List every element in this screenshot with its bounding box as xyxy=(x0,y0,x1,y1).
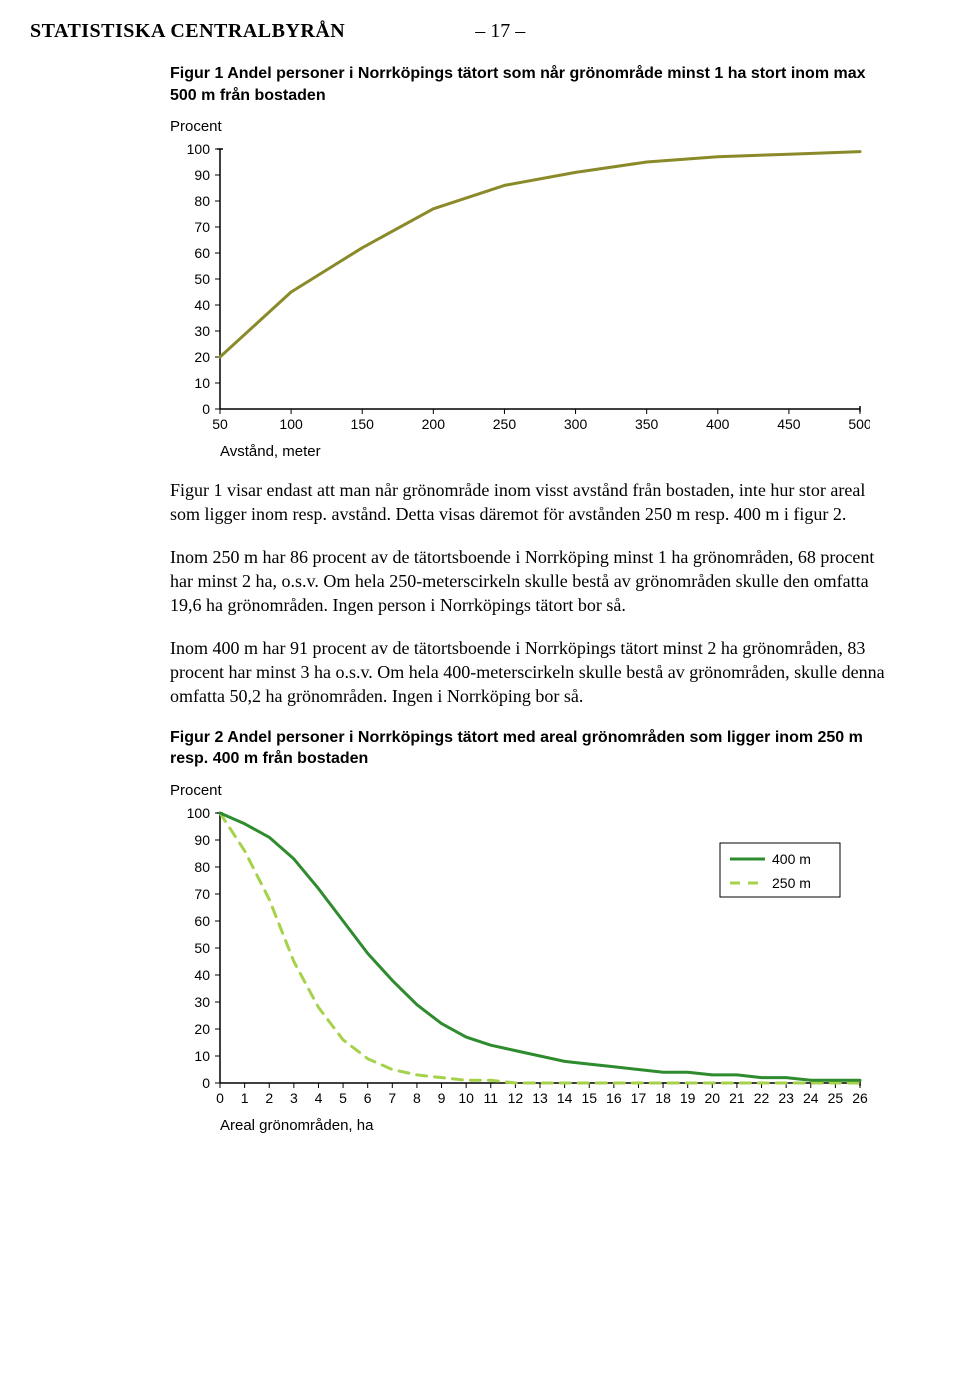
svg-text:10: 10 xyxy=(194,375,210,391)
figure2-x-title: Areal grönområden, ha xyxy=(220,1117,890,1134)
figure1-y-title: Procent xyxy=(170,118,890,135)
svg-text:19: 19 xyxy=(680,1090,696,1106)
svg-text:70: 70 xyxy=(194,886,210,902)
svg-text:50: 50 xyxy=(194,940,210,956)
svg-text:0: 0 xyxy=(202,1075,210,1091)
svg-text:1: 1 xyxy=(241,1090,249,1106)
page-number: – 17 – xyxy=(475,20,525,43)
svg-text:80: 80 xyxy=(194,859,210,875)
svg-text:50: 50 xyxy=(212,416,228,432)
svg-text:5: 5 xyxy=(339,1090,347,1106)
figure1-caption: Figur 1 Andel personer i Norrköpings tät… xyxy=(170,63,890,106)
svg-text:10: 10 xyxy=(194,1048,210,1064)
svg-text:300: 300 xyxy=(564,416,588,432)
svg-text:20: 20 xyxy=(194,1021,210,1037)
svg-text:23: 23 xyxy=(778,1090,794,1106)
svg-text:25: 25 xyxy=(828,1090,844,1106)
svg-text:8: 8 xyxy=(413,1090,421,1106)
svg-text:17: 17 xyxy=(631,1090,647,1106)
svg-text:16: 16 xyxy=(606,1090,622,1106)
svg-text:4: 4 xyxy=(315,1090,323,1106)
svg-text:20: 20 xyxy=(705,1090,721,1106)
figure1-chart: 0 10 20 30 40 50 60 70 80 90 100 50 100 150 200 250 300 3… xyxy=(170,139,890,439)
svg-text:2: 2 xyxy=(265,1090,273,1106)
svg-text:30: 30 xyxy=(194,323,210,339)
svg-text:3: 3 xyxy=(290,1090,298,1106)
figure2-y-title: Procent xyxy=(170,782,890,799)
svg-text:15: 15 xyxy=(581,1090,597,1106)
page-header: STATISTISKA CENTRALBYRÅN – 17 – xyxy=(30,20,910,43)
svg-text:90: 90 xyxy=(194,167,210,183)
svg-text:9: 9 xyxy=(438,1090,446,1106)
svg-text:150: 150 xyxy=(351,416,375,432)
svg-text:100: 100 xyxy=(187,805,211,821)
svg-text:14: 14 xyxy=(557,1090,573,1106)
svg-text:12: 12 xyxy=(508,1090,524,1106)
svg-text:26: 26 xyxy=(852,1090,868,1106)
svg-text:100: 100 xyxy=(187,141,211,157)
svg-text:200: 200 xyxy=(422,416,446,432)
svg-text:400: 400 xyxy=(706,416,730,432)
figure2-caption: Figur 2 Andel personer i Norrköpings tät… xyxy=(170,727,890,770)
figure2-chart: 0102030405060708090100012345678910111213… xyxy=(170,803,890,1113)
svg-text:18: 18 xyxy=(655,1090,671,1106)
svg-text:60: 60 xyxy=(194,245,210,261)
svg-text:7: 7 xyxy=(388,1090,396,1106)
svg-text:13: 13 xyxy=(532,1090,548,1106)
svg-text:500: 500 xyxy=(848,416,870,432)
svg-text:24: 24 xyxy=(803,1090,819,1106)
svg-text:350: 350 xyxy=(635,416,659,432)
svg-text:40: 40 xyxy=(194,967,210,983)
svg-text:20: 20 xyxy=(194,349,210,365)
svg-text:0: 0 xyxy=(216,1090,224,1106)
svg-text:250: 250 xyxy=(493,416,517,432)
svg-text:6: 6 xyxy=(364,1090,372,1106)
svg-text:250 m: 250 m xyxy=(772,875,811,891)
svg-text:21: 21 xyxy=(729,1090,745,1106)
svg-text:70: 70 xyxy=(194,219,210,235)
svg-text:30: 30 xyxy=(194,994,210,1010)
figure1-x-title: Avstånd, meter xyxy=(220,443,890,460)
svg-text:0: 0 xyxy=(202,401,210,417)
svg-text:50: 50 xyxy=(194,271,210,287)
svg-text:22: 22 xyxy=(754,1090,770,1106)
svg-text:90: 90 xyxy=(194,832,210,848)
paragraph-1: Figur 1 visar endast att man når grönomr… xyxy=(170,478,890,527)
svg-text:10: 10 xyxy=(458,1090,474,1106)
paragraph-2: Inom 250 m har 86 procent av de tätortsb… xyxy=(170,545,890,618)
svg-text:11: 11 xyxy=(483,1090,498,1106)
svg-text:400 m: 400 m xyxy=(772,851,811,867)
svg-text:80: 80 xyxy=(194,193,210,209)
svg-text:60: 60 xyxy=(194,913,210,929)
svg-text:40: 40 xyxy=(194,297,210,313)
svg-text:450: 450 xyxy=(777,416,801,432)
org-name: STATISTISKA CENTRALBYRÅN xyxy=(30,20,345,43)
svg-text:100: 100 xyxy=(279,416,303,432)
paragraph-3: Inom 400 m har 91 procent av de tätortsb… xyxy=(170,636,890,709)
